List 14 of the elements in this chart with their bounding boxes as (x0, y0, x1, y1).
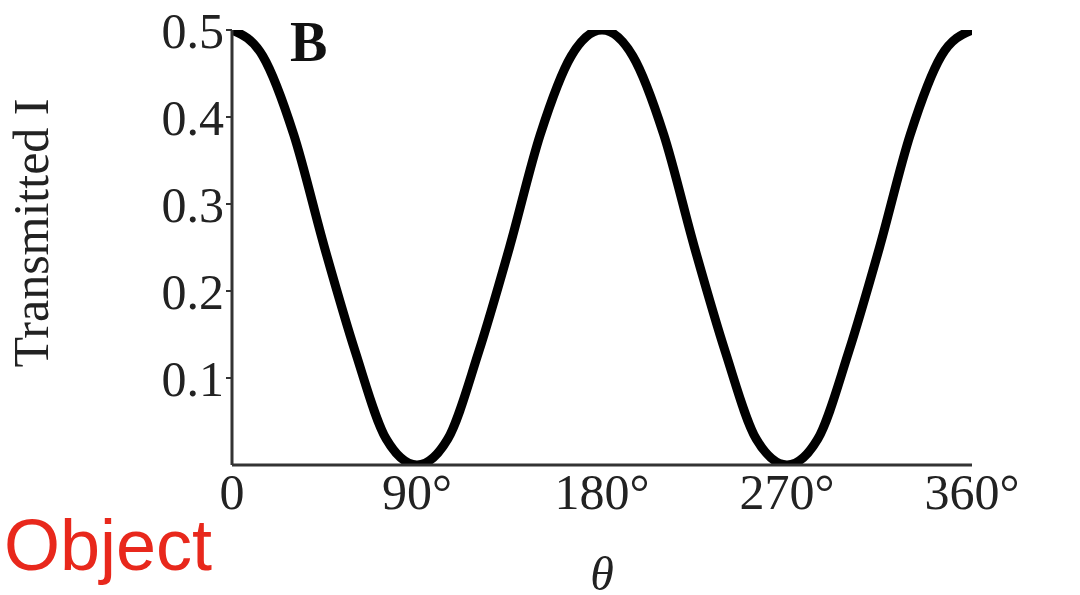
x-tick-label: 0 (219, 463, 245, 520)
y-tick-label: 0.2 (161, 263, 224, 320)
x-tick-label: 270° (739, 463, 835, 520)
annotation: B (290, 10, 328, 74)
x-axis-title: θ (590, 547, 614, 595)
y-tick-label: 0.4 (161, 89, 224, 146)
x-tick-label: 360° (924, 463, 1020, 520)
y-tick-label: 0.5 (161, 2, 224, 59)
y-tick-label: 0.3 (161, 176, 224, 233)
y-axis-title: Transmitted I (2, 98, 59, 368)
text: Object (4, 505, 213, 585)
x-tick-label: 90° (382, 463, 452, 520)
x-tick-label: 180° (554, 463, 650, 520)
y-tick-label: 0.1 (161, 350, 224, 407)
